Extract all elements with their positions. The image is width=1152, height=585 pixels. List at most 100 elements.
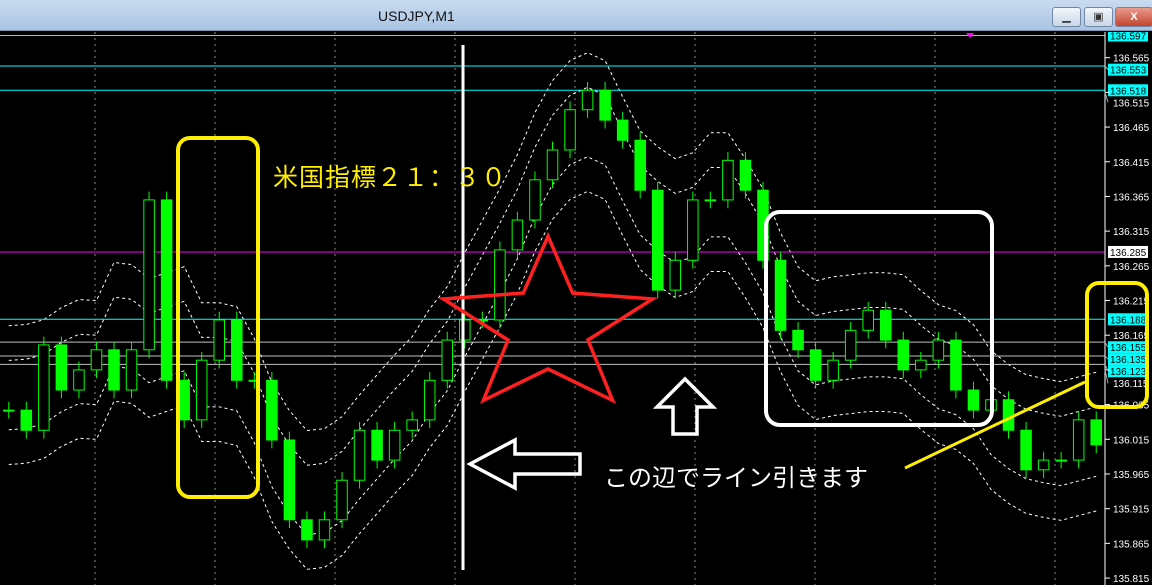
close-button[interactable]: X [1115,7,1152,27]
axis-tick-label: 135.815 [1113,574,1150,585]
candle [20,409,33,431]
white-highlight-box-range [764,210,994,427]
axis-tick-label: 136.365 [1113,192,1150,203]
candle [1072,419,1085,461]
candle [827,359,839,381]
candle [318,519,331,541]
price-label: 136.597 [1110,32,1147,42]
price-label: 136.135 [1110,355,1147,366]
candle [581,89,594,111]
candle [932,339,945,361]
axis-tick-label: 135.865 [1113,539,1150,550]
label-connector [1104,364,1109,372]
candle [1090,419,1102,446]
candle [616,119,629,141]
candle [90,349,103,371]
candle [862,309,874,331]
candle [722,159,734,201]
candle [739,159,752,191]
price-label: 136.285 [1110,248,1147,259]
candle [809,349,822,381]
candle [108,349,120,391]
candle [774,259,787,331]
price-label-bg [1108,353,1148,366]
candle [55,344,68,391]
candle [704,199,717,202]
axis-tick-label: 136.415 [1113,158,1150,169]
axis-tick-label: 136.265 [1113,262,1150,273]
axis-tick-label: 135.915 [1113,505,1150,516]
axis-tick-label: 136.015 [1113,435,1150,446]
price-label-bg [1108,365,1148,378]
candle [38,344,50,431]
candle [213,319,226,361]
left-arrow-icon [466,437,582,491]
candle [1002,399,1015,431]
event-time-label: 米国指標２１：３０ [273,164,508,192]
candle [178,379,190,421]
label-connector [1104,355,1109,360]
axis-tick-label: 135.965 [1113,470,1150,481]
candle [915,359,927,371]
candle [1037,459,1050,471]
candle [336,479,348,521]
candle [195,359,208,421]
axis-tick-label: 136.315 [1113,227,1150,238]
price-label-bg [1108,341,1148,354]
price-label-bg [1108,84,1148,97]
label-connector [1104,65,1109,70]
price-label-bg [1108,313,1148,326]
candle [143,199,155,351]
price-label: 136.553 [1110,66,1147,77]
candle [441,339,454,381]
candle [459,319,471,341]
yellow-highlight-box-levels [1085,281,1149,409]
candle [353,429,366,481]
axis-tick-label: 136.165 [1113,331,1150,342]
band-line [8,86,1097,466]
window-titlebar: USDJPY,M1 ▁ ▣ X [0,0,1152,31]
candle [844,329,857,361]
minimize-button[interactable]: ▁ [1052,7,1081,27]
draw-line-here-label: この辺でライン引きます [604,465,868,492]
price-label-bg [1108,245,1148,258]
candle [283,439,296,521]
candle [967,389,980,411]
label-connector [1104,92,1109,103]
candle [792,329,804,351]
price-label: 136.155 [1110,343,1147,354]
candles [3,81,1102,549]
restore-button[interactable]: ▣ [1084,7,1113,27]
grid [94,32,1056,585]
candle [687,199,699,261]
axis-tick-label: 136.115 [1113,379,1149,390]
candle [371,429,383,461]
candle [564,109,576,151]
candle [388,429,401,461]
price-label-bg [1108,63,1148,76]
candle [546,149,559,181]
label-connector [1104,341,1109,348]
candle [897,339,910,371]
price-label-bg [1108,32,1148,42]
price-chart[interactable]: 136.597 136.553 136.518 136.285 136.188 136.1… [0,32,1152,585]
candle [494,249,506,321]
candle [599,89,611,121]
candle [423,379,436,421]
candle [125,349,138,391]
candle [669,259,682,291]
candle [160,199,173,381]
price-label: 136.188 [1110,315,1147,326]
yellow-highlight-box-spike [176,136,260,499]
candle [231,319,243,381]
up-arrow-icon [652,376,718,436]
candle [651,189,664,291]
red-star-icon [437,231,659,404]
candle [266,379,278,441]
candle [757,189,769,261]
window-title: USDJPY,M1 [378,8,455,24]
axis-tick-label: 136.465 [1113,123,1150,134]
candle [1020,429,1032,471]
yellow-pointer-line [904,380,1086,470]
candle [950,339,962,391]
